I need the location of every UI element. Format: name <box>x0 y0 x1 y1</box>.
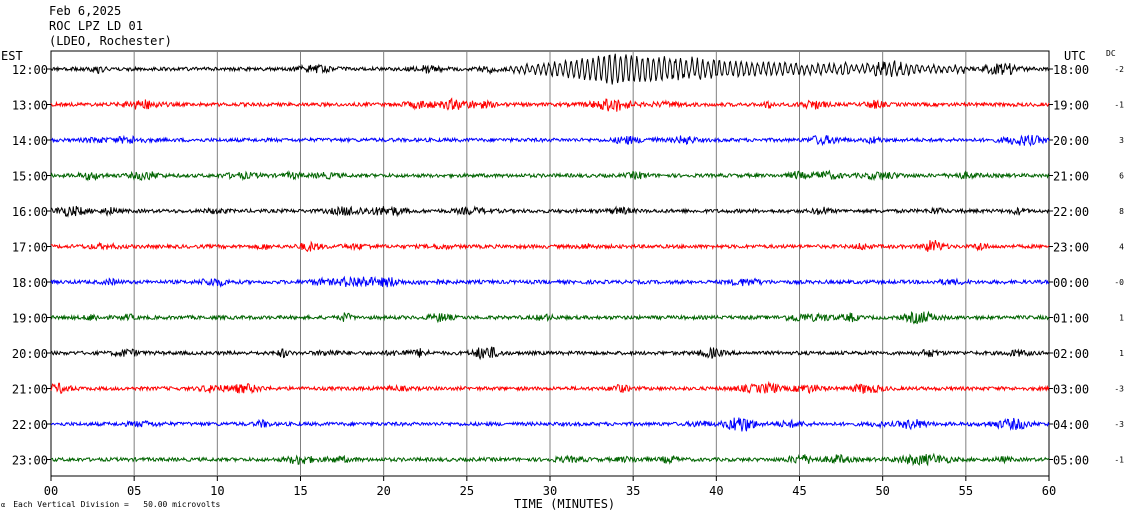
est-time-label: 20:00 <box>12 347 48 361</box>
dc-offset-label: -0 <box>1114 278 1124 287</box>
dc-offset-label: -1 <box>1114 101 1124 110</box>
scale-note: α Each Vertical Division = 50.00 microvol… <box>1 500 220 510</box>
est-time-label: 12:00 <box>12 63 48 77</box>
utc-time-label: 22:00 <box>1053 205 1089 219</box>
trace-line <box>50 97 1050 112</box>
utc-time-label: 20:00 <box>1053 134 1089 148</box>
utc-time-label: 21:00 <box>1053 170 1089 184</box>
x-tick-label: 45 <box>792 484 806 498</box>
x-tick-label: 40 <box>709 484 723 498</box>
x-tick-label: 15 <box>293 484 307 498</box>
utc-time-label: 05:00 <box>1053 454 1089 468</box>
dc-offset-label: 1 <box>1119 314 1124 323</box>
est-time-label: 15:00 <box>12 170 48 184</box>
station-label: ROC LPZ LD 01 <box>49 19 143 33</box>
utc-time-label: 01:00 <box>1053 312 1089 326</box>
x-tick-label: 25 <box>460 484 474 498</box>
dc-offset-label: -3 <box>1114 420 1124 429</box>
est-zone-label: EST <box>1 49 23 63</box>
dc-header-label: DC <box>1106 49 1116 58</box>
trace-line <box>50 205 1050 218</box>
trace-line <box>50 452 1050 467</box>
x-tick-label: 00 <box>44 484 58 498</box>
dc-offset-label: 3 <box>1119 136 1124 145</box>
est-time-label: 23:00 <box>12 454 48 468</box>
est-time-label: 19:00 <box>12 312 48 326</box>
dc-offset-label: 4 <box>1119 243 1124 252</box>
utc-time-label: 03:00 <box>1053 383 1089 397</box>
utc-zone-label: UTC <box>1064 49 1086 63</box>
x-tick-label: 10 <box>210 484 224 498</box>
scale-icon: α <box>1 501 6 509</box>
utc-time-label: 23:00 <box>1053 241 1089 255</box>
trace-line <box>50 169 1050 182</box>
trace-line <box>50 417 1050 432</box>
dc-offset-label: 1 <box>1119 349 1124 358</box>
est-time-label: 14:00 <box>12 134 48 148</box>
utc-time-label: 04:00 <box>1053 418 1089 432</box>
est-time-label: 22:00 <box>12 418 48 432</box>
x-tick-label: 35 <box>626 484 640 498</box>
est-time-label: 16:00 <box>12 205 48 219</box>
est-time-label: 18:00 <box>12 276 48 290</box>
trace-line <box>50 53 1050 85</box>
est-time-label: 17:00 <box>12 241 48 255</box>
x-axis-title: TIME (MINUTES) <box>514 497 616 511</box>
utc-time-label: 00:00 <box>1053 276 1089 290</box>
dc-offset-label: 6 <box>1119 172 1124 181</box>
trace-line <box>50 380 1050 395</box>
network-label: (LDEO, Rochester) <box>49 34 172 48</box>
utc-time-label: 18:00 <box>1053 63 1089 77</box>
trace-line <box>50 134 1050 147</box>
x-tick-label: 20 <box>376 484 390 498</box>
trace-line <box>50 310 1050 325</box>
trace-line <box>50 346 1050 361</box>
trace-line <box>50 239 1050 253</box>
x-tick-label: 60 <box>1042 484 1056 498</box>
x-tick-label: 05 <box>127 484 141 498</box>
trace-line <box>50 275 1050 288</box>
utc-time-label: 19:00 <box>1053 99 1089 113</box>
x-tick-label: 30 <box>543 484 557 498</box>
x-tick-label: 50 <box>875 484 889 498</box>
x-tick-label: 55 <box>959 484 973 498</box>
dc-offset-label: -3 <box>1114 385 1124 394</box>
scale-note-text: Each Vertical Division = 50.00 microvolt… <box>13 500 221 509</box>
dc-offset-label: -2 <box>1114 65 1124 74</box>
dc-offset-label: -1 <box>1114 456 1124 465</box>
date-label: Feb 6,2025 <box>49 4 122 18</box>
utc-time-label: 02:00 <box>1053 347 1089 361</box>
est-time-label: 13:00 <box>12 99 48 113</box>
dc-offset-label: 8 <box>1119 207 1124 216</box>
est-time-label: 21:00 <box>12 383 48 397</box>
